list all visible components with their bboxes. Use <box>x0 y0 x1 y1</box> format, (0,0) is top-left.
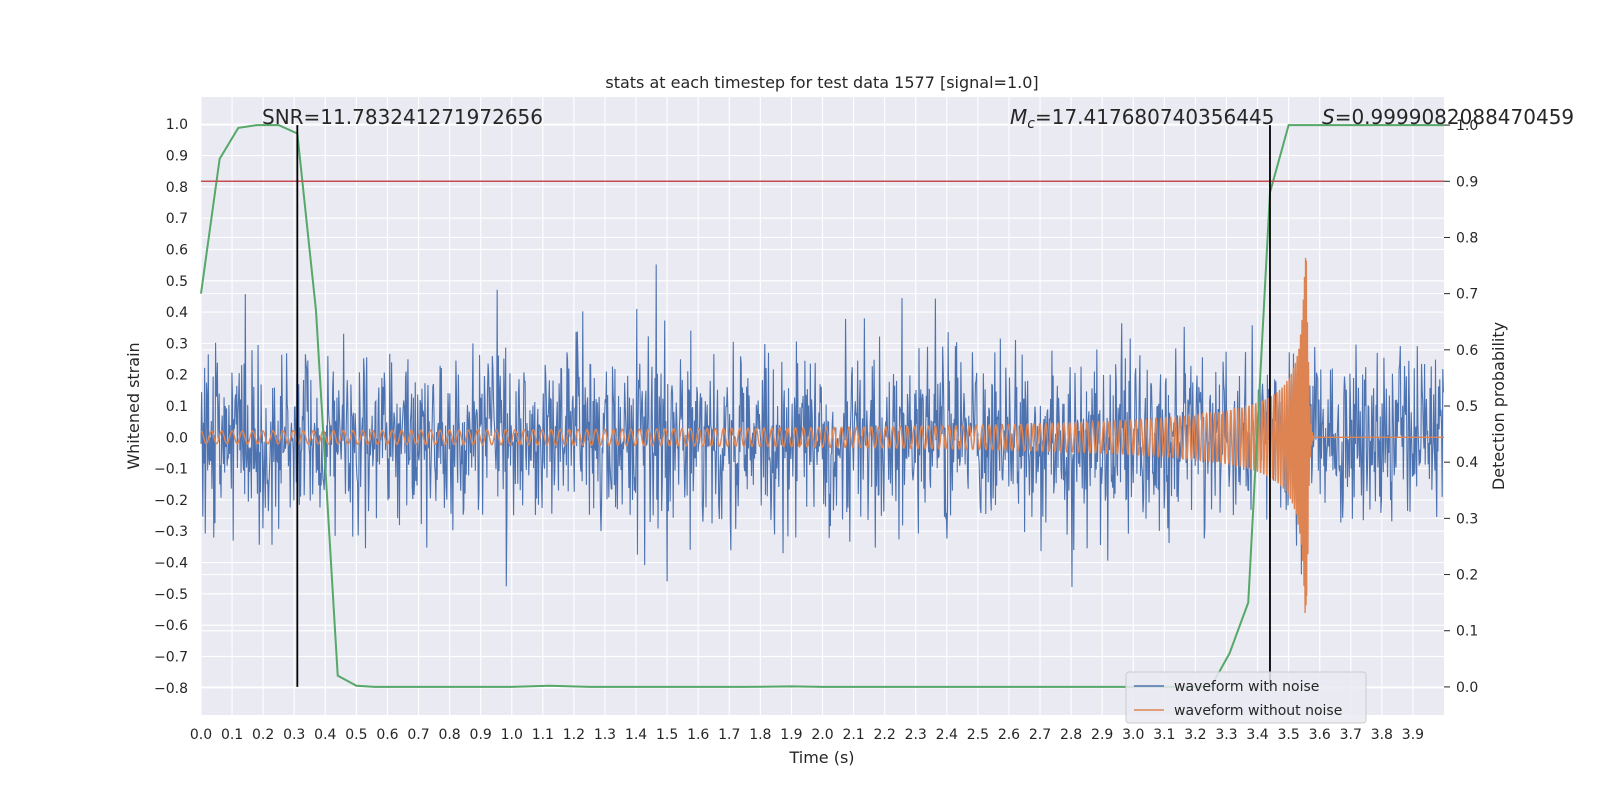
y2-tick-label: 0.0 <box>1456 680 1478 696</box>
mc-value: =17.417680740356445 <box>1035 105 1274 129</box>
x-tick-label: 3.9 <box>1402 727 1424 743</box>
y2-axis-label: Detection probability <box>1489 322 1508 490</box>
y-tick-label: −0.6 <box>154 618 188 634</box>
x-tick-label: 3.4 <box>1246 727 1268 743</box>
mc-annotation: Mc=17.417680740356445 <box>1010 105 1274 132</box>
series-detection-probability <box>200 124 1444 688</box>
y2-tick-label: 1.0 <box>1456 118 1478 134</box>
snr-annotation: SNR=11.783241271972656 <box>262 105 543 129</box>
y-tick-label: 0.6 <box>166 242 188 258</box>
x-tick-label: 1.0 <box>501 727 523 743</box>
x-tick-label: 3.1 <box>1153 727 1175 743</box>
y-tick-label: 0.5 <box>166 274 188 290</box>
detection-markers <box>296 125 1271 687</box>
mc-symbol: M <box>1010 105 1027 129</box>
x-tick-label: 0.5 <box>345 727 367 743</box>
series-waveform-without-noise <box>200 257 1444 613</box>
y-tick-label: −0.1 <box>154 462 188 478</box>
y-tick-label: 0.0 <box>166 430 188 446</box>
y2-axis-ticks: 1.0 0.9 0.8 0.7 0.6 0.5 0.4 0.3 0.2 0.1 0.0 <box>1444 118 1478 696</box>
s-value: =0.9999082088470459 <box>1335 105 1574 129</box>
y2-tick-label: 0.4 <box>1456 455 1478 471</box>
x-tick-label: 0.8 <box>438 727 460 743</box>
x-tick-label: 1.5 <box>656 727 678 743</box>
s-annotation: S=0.9999082088470459 <box>1322 105 1574 129</box>
x-tick-label: 2.6 <box>998 727 1020 743</box>
x-tick-label: 2.9 <box>1091 727 1113 743</box>
y2-tick-label: 0.9 <box>1456 174 1478 190</box>
x-tick-label: 1.4 <box>625 727 647 743</box>
legend: waveform with noise waveform without noi… <box>1125 671 1367 724</box>
x-tick-label: 1.9 <box>780 727 802 743</box>
x-tick-label: 3.2 <box>1184 727 1206 743</box>
line-waveform-without-noise <box>200 257 1444 613</box>
line-detection-probability <box>200 124 1444 688</box>
x-tick-label: 3.6 <box>1309 727 1331 743</box>
y-tick-label: 0.9 <box>166 149 188 165</box>
x-tick-label: 3.5 <box>1277 727 1299 743</box>
x-tick-label: 0.3 <box>283 727 305 743</box>
x-tick-label: 0.0 <box>190 727 212 743</box>
y-tick-label: −0.2 <box>154 493 188 509</box>
y-tick-label: 0.7 <box>166 211 188 227</box>
x-tick-label: 3.0 <box>1122 727 1144 743</box>
x-tick-label: 2.4 <box>936 727 958 743</box>
x-tick-label: 1.6 <box>687 727 709 743</box>
x-tick-label: 0.2 <box>252 727 274 743</box>
y2-tick-label: 0.3 <box>1456 511 1478 527</box>
y-tick-label: −0.7 <box>154 649 188 665</box>
x-tick-label: 0.7 <box>407 727 429 743</box>
x-tick-label: 1.7 <box>718 727 740 743</box>
y-axis-ticks: 1.0 0.9 0.8 0.7 0.6 0.5 0.4 0.3 0.2 0.1 0.0 −0.1 −0.… <box>154 117 188 697</box>
y-tick-label: −0.8 <box>154 681 188 697</box>
y2-tick-label: 0.8 <box>1456 230 1478 246</box>
x-tick-label: 2.0 <box>811 727 833 743</box>
x-tick-label: 1.2 <box>563 727 585 743</box>
legend-box <box>1125 671 1367 724</box>
y-tick-label: 0.1 <box>166 399 188 415</box>
x-tick-label: 3.7 <box>1340 727 1362 743</box>
x-tick-label: 3.3 <box>1215 727 1237 743</box>
x-tick-label: 2.3 <box>905 727 927 743</box>
y-tick-label: −0.4 <box>154 556 188 572</box>
y-tick-label: 0.8 <box>166 180 188 196</box>
chart-title: stats at each timestep for test data 157… <box>605 73 1038 92</box>
s-symbol: S <box>1322 105 1335 129</box>
x-tick-label: 3.8 <box>1371 727 1393 743</box>
y-tick-label: 0.2 <box>166 368 188 384</box>
x-tick-label: 1.3 <box>594 727 616 743</box>
y-axis-label: Whitened strain <box>124 342 143 469</box>
x-tick-label: 0.9 <box>470 727 492 743</box>
legend-label-clean: waveform without noise <box>1174 703 1342 719</box>
x-tick-label: 0.4 <box>314 727 336 743</box>
x-tick-label: 1.8 <box>749 727 771 743</box>
y2-tick-label: 0.6 <box>1456 343 1478 359</box>
mc-subscript: c <box>1027 116 1035 132</box>
x-tick-label: 2.7 <box>1029 727 1051 743</box>
x-tick-label: 0.6 <box>376 727 398 743</box>
x-tick-label: 2.8 <box>1060 727 1082 743</box>
x-tick-label: 0.1 <box>221 727 243 743</box>
y2-tick-label: 0.2 <box>1456 568 1478 584</box>
y-tick-label: −0.5 <box>154 587 188 603</box>
x-tick-label: 2.5 <box>967 727 989 743</box>
x-axis-ticks: 0.0 0.1 0.2 0.3 0.4 0.5 0.6 0.7 0.8 0.9 1.0 1.1 1.2 1… <box>190 727 1424 743</box>
y-tick-label: 1.0 <box>166 117 188 133</box>
y-tick-label: −0.3 <box>154 524 188 540</box>
y-tick-label: 0.4 <box>166 305 188 321</box>
y-tick-label: 0.3 <box>166 336 188 352</box>
y2-tick-label: 0.1 <box>1456 624 1478 640</box>
legend-label-noise: waveform with noise <box>1174 679 1319 695</box>
y2-tick-label: 0.5 <box>1456 399 1478 415</box>
x-axis-label: Time (s) <box>788 748 854 767</box>
x-tick-label: 2.2 <box>874 727 896 743</box>
x-tick-label: 2.1 <box>842 727 864 743</box>
y2-tick-label: 0.7 <box>1456 287 1478 303</box>
x-tick-label: 1.1 <box>532 727 554 743</box>
